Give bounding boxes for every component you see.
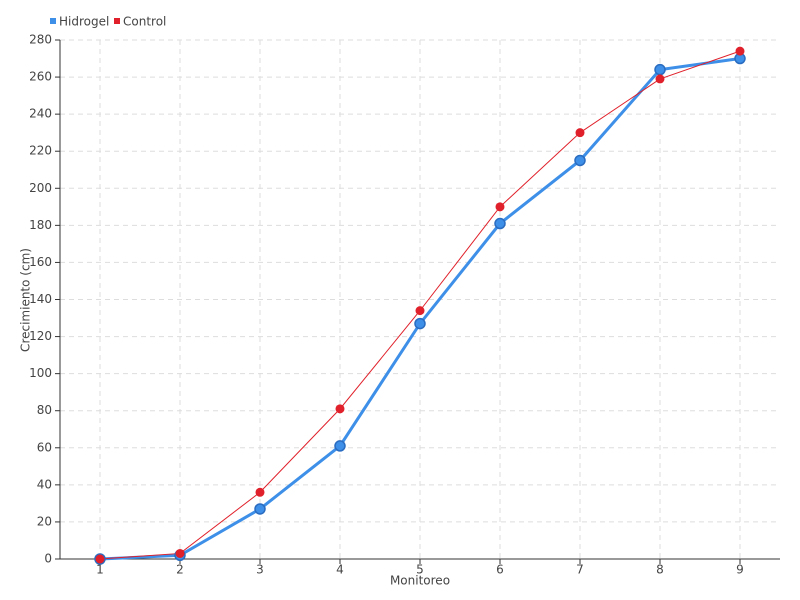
y-tick-label: 240 — [29, 107, 52, 121]
marker — [335, 404, 345, 414]
y-tick-label: 260 — [29, 70, 52, 84]
x-tick-label: 8 — [656, 563, 664, 577]
y-tick-label: 100 — [29, 366, 52, 380]
marker — [415, 306, 425, 316]
marker — [254, 503, 266, 515]
marker — [735, 46, 745, 56]
marker — [494, 217, 506, 230]
y-tick-label: 120 — [29, 329, 52, 343]
x-tick-label: 5 — [416, 563, 424, 577]
x-tick-label: 4 — [336, 563, 344, 577]
y-tick-label: 80 — [37, 403, 52, 417]
x-tick-label: 1 — [96, 563, 104, 577]
x-tick-label: 2 — [176, 563, 184, 577]
y-tick-label: 40 — [37, 477, 52, 491]
legend-label: Control — [123, 15, 166, 29]
marker — [575, 128, 585, 138]
marker — [574, 154, 586, 167]
marker — [334, 440, 346, 452]
x-tick-label: 3 — [256, 563, 264, 577]
marker — [255, 487, 265, 497]
x-axis-label: Monitoreo — [390, 574, 450, 588]
x-tick-label: 6 — [496, 563, 504, 577]
legend-label: Hidrogel — [59, 15, 109, 29]
y-tick-label: 220 — [29, 144, 52, 158]
marker — [655, 74, 665, 84]
y-tick-label: 140 — [29, 292, 52, 306]
x-tick-label: 9 — [736, 563, 744, 577]
y-tick-label: 160 — [29, 255, 52, 269]
y-tick-label: 200 — [29, 181, 52, 195]
legend-swatch — [50, 18, 56, 24]
y-tick-label: 280 — [29, 33, 52, 47]
x-tick-label: 7 — [576, 563, 584, 577]
marker — [495, 202, 505, 212]
marker — [414, 317, 426, 330]
marker — [95, 554, 105, 564]
marker — [654, 63, 666, 76]
y-tick-label: 0 — [44, 552, 52, 566]
y-tick-label: 60 — [37, 440, 52, 454]
y-tick-label: 180 — [29, 218, 52, 232]
y-axis-label: Crecimiento (cm) — [19, 248, 33, 352]
legend-swatch — [114, 18, 120, 24]
y-tick-label: 20 — [37, 514, 52, 528]
marker — [175, 548, 185, 558]
